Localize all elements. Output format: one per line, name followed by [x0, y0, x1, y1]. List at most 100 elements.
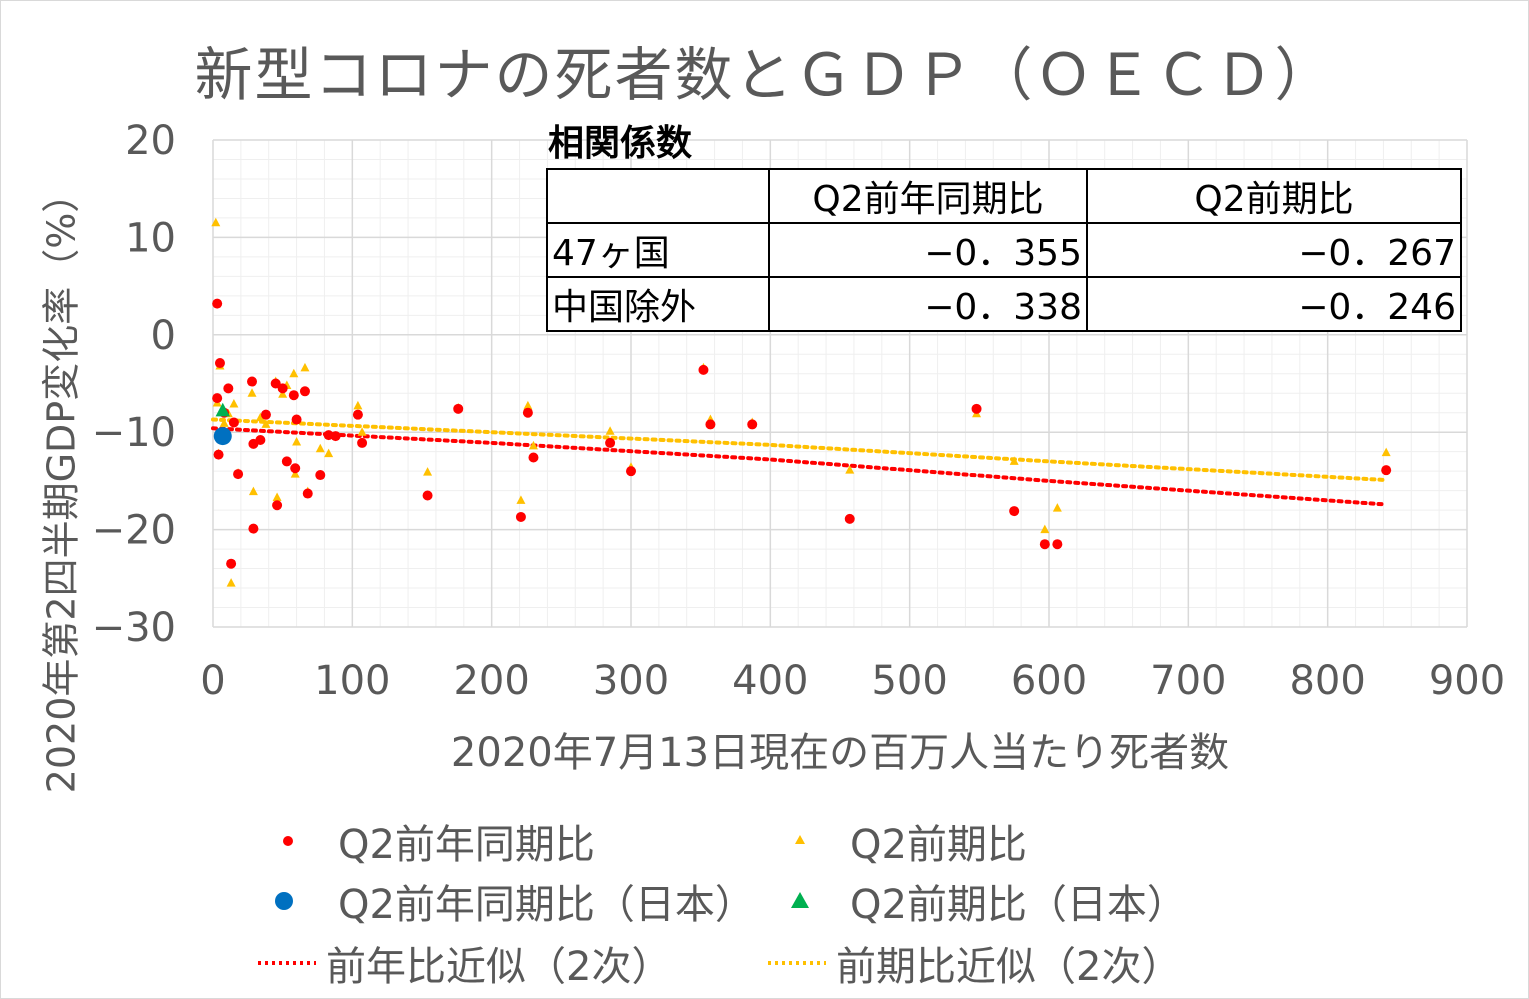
point-qoq — [1052, 503, 1062, 512]
point-yoy — [247, 376, 258, 387]
point-qoq — [324, 448, 334, 458]
point-qoq — [1381, 447, 1391, 457]
correlation-title: 相関係数 — [548, 123, 693, 164]
point-qoq — [516, 495, 526, 504]
point-yoy — [330, 431, 341, 442]
point-yoy — [515, 511, 526, 522]
point-yoy — [290, 463, 301, 474]
corr-row-label: 中国除外 — [546, 276, 770, 332]
point-japan-qoq — [215, 402, 230, 417]
legend-symbol-green-triangle — [780, 881, 844, 921]
point-yoy — [288, 390, 299, 401]
point-qoq — [272, 492, 282, 501]
corr-row-label: 47ヶ国 — [546, 222, 770, 278]
trend-lines — [211, 417, 1386, 507]
point-yoy — [357, 437, 368, 448]
x-axis-label: 2020年7月13日現在の百万人当たり死者数 — [450, 730, 1230, 776]
point-yoy — [522, 407, 533, 418]
point-yoy — [214, 358, 225, 369]
point-qoq — [211, 217, 221, 227]
point-qoq — [300, 362, 310, 372]
point-yoy — [453, 403, 464, 414]
point-yoy — [291, 414, 302, 425]
correlation-row: 47ヶ国 −0．355 −0．267 — [546, 222, 1462, 278]
point-yoy — [1039, 539, 1050, 550]
point-yoy — [315, 470, 326, 481]
point-yoy — [302, 488, 313, 499]
point-qoq — [278, 389, 288, 398]
legend-item-qoq-trend: 前期比近似（2次） — [766, 934, 1181, 992]
x-tick-label: 100 — [314, 658, 390, 704]
corr-row-yoy: −0．338 — [768, 276, 1088, 332]
data-points — [211, 217, 1392, 587]
point-qoq — [261, 419, 271, 428]
legend-symbol-red-dotted-line — [256, 943, 320, 983]
x-tick-label: 700 — [1150, 658, 1226, 704]
legend-symbol-yellow-triangle — [780, 821, 844, 861]
point-qoq — [248, 486, 258, 496]
legend-label: Q2前年同期比（日本） — [338, 882, 755, 928]
chart-title: 新型コロナの死者数とＧＤＰ（ＯＥＣＤ） — [194, 41, 1335, 109]
point-yoy — [747, 419, 758, 430]
point-yoy — [213, 449, 224, 460]
corr-row-qoq: −0．246 — [1086, 276, 1462, 332]
y-tick-label: −10 — [92, 410, 176, 456]
point-japan-yoy — [213, 427, 232, 446]
point-qoq — [289, 368, 299, 378]
point-qoq — [1040, 524, 1050, 534]
y-tick-label: −30 — [92, 605, 176, 651]
legend-symbol-blue-circle — [268, 881, 332, 921]
point-yoy — [248, 523, 259, 534]
y-tick-labels: 20 10 0 −10 −20 −30 — [92, 118, 176, 651]
point-yoy — [212, 393, 223, 404]
point-yoy — [971, 403, 982, 414]
point-yoy — [299, 386, 310, 397]
correlation-header-row: Q2前年同期比 Q2前期比 — [546, 168, 1462, 224]
point-yoy — [212, 298, 223, 309]
point-yoy — [228, 417, 239, 428]
corr-row-qoq: −0．267 — [1086, 222, 1462, 278]
x-tick-label: 300 — [593, 658, 669, 704]
point-yoy — [626, 466, 636, 477]
point-yoy — [528, 452, 539, 463]
point-qoq — [292, 436, 302, 446]
point-yoy — [1381, 465, 1392, 476]
point-qoq — [290, 469, 300, 478]
x-tick-label: 400 — [732, 658, 808, 704]
y-tick-label: 20 — [125, 118, 176, 164]
point-yoy — [281, 456, 292, 467]
y-axis-label: 2020年第2四半期GDP変化率（%） — [39, 174, 84, 794]
x-tick-label: 500 — [871, 658, 947, 704]
point-qoq — [353, 400, 363, 410]
legend-label: 前年比近似（2次） — [326, 944, 672, 990]
correlation-row: 中国除外 −0．338 −0．246 — [546, 276, 1462, 332]
minor-grid — [213, 140, 1467, 627]
legend-label: 前期比近似（2次） — [836, 944, 1182, 990]
point-yoy — [1009, 506, 1020, 517]
point-yoy — [605, 437, 616, 448]
point-yoy — [352, 409, 363, 420]
point-qoq — [219, 418, 229, 427]
point-qoq — [229, 398, 239, 408]
point-yoy — [255, 434, 266, 445]
point-yoy — [277, 383, 288, 394]
legend-item-japan-qoq: Q2前期比（日本） — [780, 872, 1187, 930]
point-qoq — [315, 443, 325, 453]
point-yoy — [1052, 539, 1063, 550]
legend-item-yoy: Q2前年同期比 — [268, 812, 595, 870]
point-qoq — [423, 467, 433, 476]
x-tick-label: 0 — [200, 658, 225, 704]
correlation-table-box: 相関係数 Q2前年同期比 Q2前期比 47ヶ国 −0．355 −0．267 中国… — [546, 120, 1462, 332]
point-qoq — [845, 465, 855, 474]
point-qoq — [528, 440, 538, 450]
point-qoq — [226, 578, 236, 587]
trend-line-yoy — [211, 426, 1386, 507]
point-yoy — [260, 409, 271, 420]
point-yoy — [223, 383, 234, 394]
corr-header-qoq: Q2前期比 — [1086, 168, 1462, 224]
y-tick-label: −20 — [92, 508, 176, 554]
point-yoy — [233, 469, 244, 480]
point-qoq — [1009, 456, 1019, 465]
corr-header-empty — [546, 168, 770, 224]
